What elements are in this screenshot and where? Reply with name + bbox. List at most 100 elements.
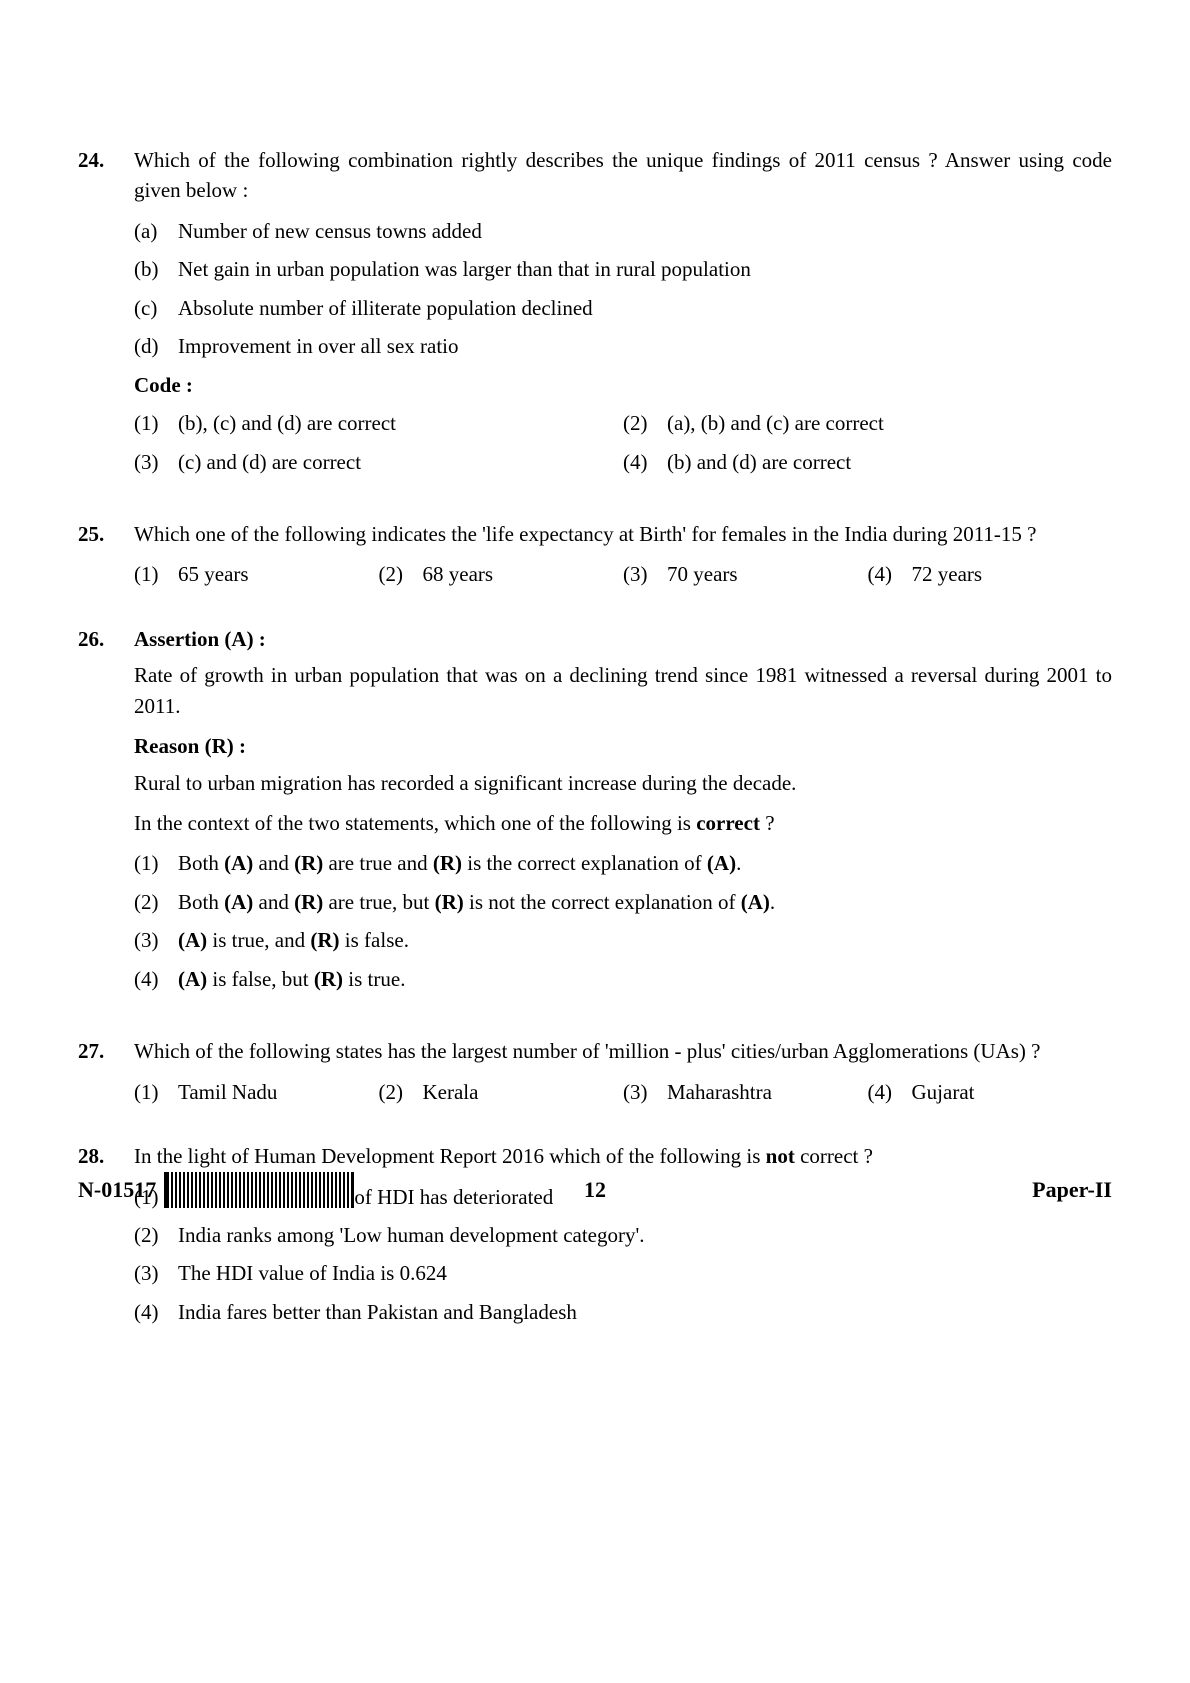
option-text: Both (A) and (R) are true, but (R) is no… bbox=[178, 887, 1112, 917]
option-label: (4) bbox=[623, 447, 667, 477]
t: is true. bbox=[343, 967, 405, 991]
sub-label: (d) bbox=[134, 331, 178, 361]
answer-option: (4)(b) and (d) are correct bbox=[623, 447, 1112, 477]
option-text: 65 years bbox=[178, 559, 379, 589]
answer-option: (2)Both (A) and (R) are true, but (R) is… bbox=[134, 887, 1112, 917]
question-body: Which of the following states has the la… bbox=[134, 1036, 1112, 1107]
t: are true and bbox=[323, 851, 433, 875]
t: (A) bbox=[178, 928, 207, 952]
answer-option: (2)(a), (b) and (c) are correct bbox=[623, 408, 1112, 438]
stem-pre: In the light of Human Development Report… bbox=[134, 1144, 766, 1168]
option-label: (2) bbox=[134, 1220, 178, 1250]
option-text: (A) is false, but (R) is true. bbox=[178, 964, 1112, 994]
t: and bbox=[253, 851, 294, 875]
option-text: (A) is true, and (R) is false. bbox=[178, 925, 1112, 955]
sub-text: Net gain in urban population was larger … bbox=[178, 254, 1112, 284]
t: is true, and bbox=[207, 928, 310, 952]
answer-options: (1)(b), (c) and (d) are correct (2)(a), … bbox=[134, 408, 1112, 485]
option-label: (1) bbox=[134, 1077, 178, 1107]
question-26: 26. Assertion (A) : Rate of growth in ur… bbox=[78, 624, 1112, 1002]
sub-option: (d)Improvement in over all sex ratio bbox=[134, 331, 1112, 361]
option-text: India ranks among 'Low human development… bbox=[178, 1220, 1112, 1250]
option-label: (3) bbox=[623, 559, 667, 589]
option-label: (3) bbox=[134, 925, 178, 955]
answer-option: (4)72 years bbox=[868, 559, 1113, 589]
answer-options: (1)Tamil Nadu (2)Kerala (3)Maharashtra (… bbox=[134, 1077, 1112, 1107]
option-label: (1) bbox=[134, 559, 178, 589]
question-number: 25. bbox=[78, 519, 134, 590]
option-label: (3) bbox=[134, 447, 178, 477]
answer-option: (1)65 years bbox=[134, 559, 379, 589]
answer-option: (4)India fares better than Pakistan and … bbox=[134, 1297, 1112, 1327]
t: is false, but bbox=[207, 967, 314, 991]
answer-option: (2)68 years bbox=[379, 559, 624, 589]
answer-options: (1)Both (A) and (R) are true and (R) is … bbox=[134, 848, 1112, 994]
t: (R) bbox=[294, 851, 323, 875]
t: and bbox=[253, 890, 294, 914]
question-number: 24. bbox=[78, 145, 134, 485]
t: (A) bbox=[224, 890, 253, 914]
t: (A) bbox=[178, 967, 207, 991]
t: (A) bbox=[707, 851, 736, 875]
t: . bbox=[736, 851, 741, 875]
question-body: In the light of Human Development Report… bbox=[134, 1141, 1112, 1335]
option-text: 68 years bbox=[423, 559, 624, 589]
question-24: 24. Which of the following combination r… bbox=[78, 145, 1112, 485]
t: (R) bbox=[433, 851, 462, 875]
code-label: Code : bbox=[134, 370, 1112, 400]
page-content: 24. Which of the following combination r… bbox=[0, 0, 1190, 1335]
option-text: 72 years bbox=[912, 559, 1113, 589]
option-text: Gujarat bbox=[912, 1077, 1113, 1107]
context-pre: In the context of the two statements, wh… bbox=[134, 811, 696, 835]
option-text: India fares better than Pakistan and Ban… bbox=[178, 1297, 1112, 1327]
option-text: (a), (b) and (c) are correct bbox=[667, 408, 1112, 438]
sub-option: (a)Number of new census towns added bbox=[134, 216, 1112, 246]
reason-label: Reason (R) : bbox=[134, 731, 1112, 761]
sub-label: (b) bbox=[134, 254, 178, 284]
option-label: (3) bbox=[623, 1077, 667, 1107]
assertion-text: Rate of growth in urban population that … bbox=[134, 660, 1112, 721]
t: (R) bbox=[310, 928, 339, 952]
question-28: 28. In the light of Human Development Re… bbox=[78, 1141, 1112, 1335]
sub-option: (b)Net gain in urban population was larg… bbox=[134, 254, 1112, 284]
option-text: Kerala bbox=[423, 1077, 624, 1107]
question-body: Which one of the following indicates the… bbox=[134, 519, 1112, 590]
answer-option: (3)The HDI value of India is 0.624 bbox=[134, 1258, 1112, 1288]
page-footer: N-01517 12 Paper-II bbox=[78, 1172, 1112, 1208]
question-body: Which of the following combination right… bbox=[134, 145, 1112, 485]
t: (R) bbox=[294, 890, 323, 914]
t: is the correct explanation of bbox=[462, 851, 707, 875]
t: is false. bbox=[340, 928, 409, 952]
sub-option-list: (a)Number of new census towns added (b)N… bbox=[134, 216, 1112, 362]
t: is not the correct explanation of bbox=[464, 890, 741, 914]
option-label: (2) bbox=[623, 408, 667, 438]
t: (R) bbox=[435, 890, 464, 914]
t: Both bbox=[178, 890, 224, 914]
option-label: (2) bbox=[134, 887, 178, 917]
option-label: (1) bbox=[134, 408, 178, 438]
sub-text: Number of new census towns added bbox=[178, 216, 1112, 246]
barcode-icon bbox=[164, 1172, 354, 1208]
answer-option: (4)Gujarat bbox=[868, 1077, 1113, 1107]
answer-option: (2)India ranks among 'Low human developm… bbox=[134, 1220, 1112, 1250]
option-text: 70 years bbox=[667, 559, 868, 589]
t: are true, but bbox=[323, 890, 434, 914]
answer-option: (3)Maharashtra bbox=[623, 1077, 868, 1107]
t: (A) bbox=[224, 851, 253, 875]
answer-option: (3)(A) is true, and (R) is false. bbox=[134, 925, 1112, 955]
sub-label: (a) bbox=[134, 216, 178, 246]
paper-label: Paper-II bbox=[1032, 1174, 1112, 1206]
stem-post: correct ? bbox=[795, 1144, 873, 1168]
option-text: (c) and (d) are correct bbox=[178, 447, 623, 477]
context-bold: correct bbox=[696, 811, 760, 835]
answer-options: (1)65 years (2)68 years (3)70 years (4)7… bbox=[134, 559, 1112, 589]
question-27: 27. Which of the following states has th… bbox=[78, 1036, 1112, 1107]
question-stem: Which of the following states has the la… bbox=[134, 1036, 1112, 1066]
answer-option: (1)Both (A) and (R) are true and (R) is … bbox=[134, 848, 1112, 878]
t: . bbox=[770, 890, 775, 914]
question-stem: In the light of Human Development Report… bbox=[134, 1141, 1112, 1171]
answer-option: (2)Kerala bbox=[379, 1077, 624, 1107]
t: (R) bbox=[314, 967, 343, 991]
answer-option: (3)(c) and (d) are correct bbox=[134, 447, 623, 477]
question-number: 27. bbox=[78, 1036, 134, 1107]
